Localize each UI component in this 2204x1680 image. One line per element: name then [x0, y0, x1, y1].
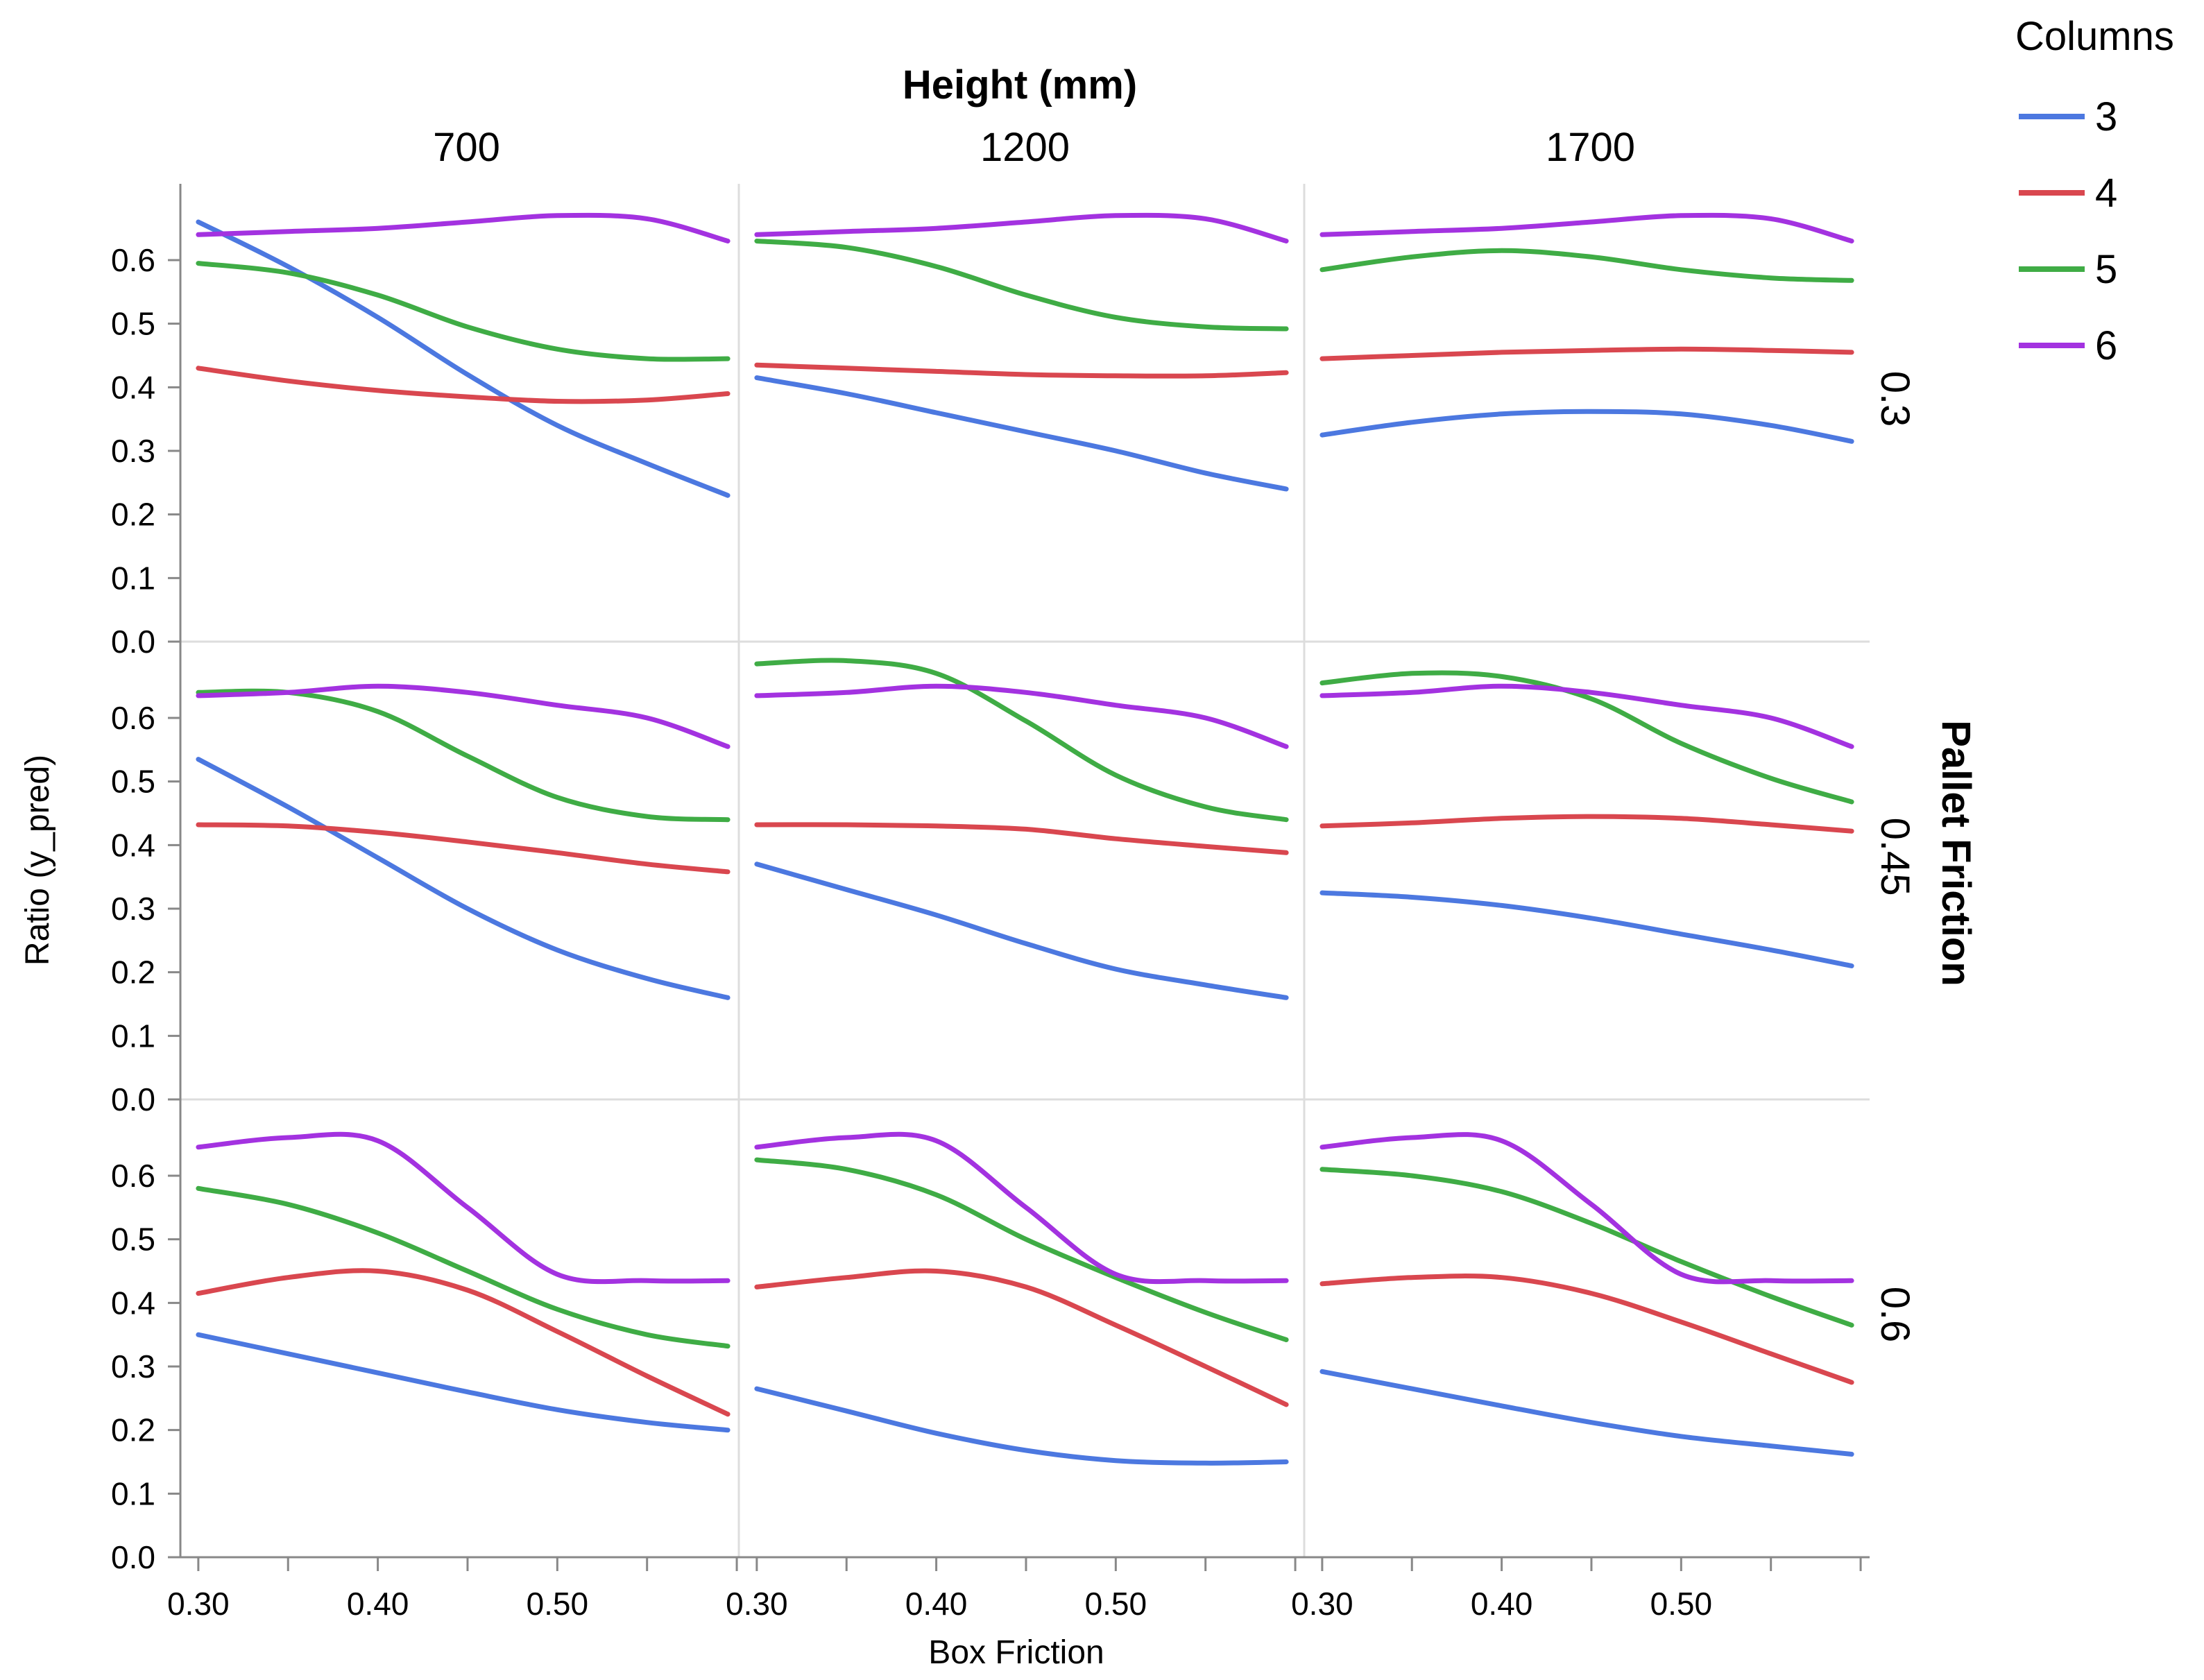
series-line-columns-4: [754, 1268, 1289, 1407]
series-line-columns-4: [754, 362, 1289, 379]
x-axis-title: Box Friction: [928, 1634, 1104, 1671]
y-tick-label: 0.2: [111, 954, 155, 991]
series-line-columns-4: [754, 822, 1289, 855]
legend-label-6: 6: [2095, 323, 2117, 368]
x-tick-label: 0.30: [726, 1586, 788, 1622]
legend: Columns 3 4 5 6: [2015, 14, 2174, 368]
series-line-columns-4: [1319, 814, 1854, 834]
x-tick-label: 0.40: [905, 1586, 968, 1622]
series-line-columns-3: [1319, 1369, 1854, 1457]
y-tick-label: 0.6: [111, 1158, 155, 1194]
series-lines: [196, 212, 1854, 1466]
facet-grid-frame: [180, 184, 1870, 1557]
y-tick-label: 0.2: [111, 1412, 155, 1448]
series-line-columns-5: [1319, 670, 1854, 805]
y-tick-label: 0.0: [111, 1539, 155, 1575]
row-facet-label: 0.45: [1872, 818, 1917, 896]
x-tick-label: 0.40: [1471, 1586, 1533, 1622]
y-tick-label: 0.1: [111, 560, 155, 596]
y-tick-label: 0.2: [111, 497, 155, 533]
column-facet-headers: 700 1200 1700: [433, 125, 1635, 170]
series-line-columns-5: [754, 1157, 1289, 1342]
x-tick-label: 0.50: [527, 1586, 589, 1622]
series-line-columns-5: [196, 1185, 731, 1349]
series-line-columns-5: [754, 658, 1289, 823]
series-line-columns-4: [1319, 346, 1854, 361]
x-tick-label: 0.30: [1291, 1586, 1353, 1622]
series-line-columns-4: [1319, 1274, 1854, 1385]
y-tick-label: 0.1: [111, 1475, 155, 1511]
y-tick-label: 0.3: [111, 891, 155, 927]
row-facet-title: Pallet Friction: [1933, 720, 1979, 986]
legend-label-4: 4: [2095, 171, 2117, 216]
series-line-columns-4: [196, 366, 731, 404]
x-tick-label: 0.50: [1650, 1586, 1713, 1622]
legend-label-5: 5: [2095, 247, 2117, 292]
x-tick-label: 0.30: [167, 1586, 230, 1622]
y-tick-label: 0.4: [111, 1285, 155, 1321]
column-facet-label: 1700: [1546, 125, 1635, 170]
y-tick-label: 0.3: [111, 433, 155, 469]
series-line-columns-3: [1319, 890, 1854, 968]
series-line-columns-6: [1319, 212, 1854, 243]
series-line-columns-6: [754, 1131, 1289, 1285]
row-facet-label: 0.3: [1872, 371, 1917, 427]
legend-entries: 3 4 5 6: [2019, 94, 2117, 368]
x-tick-label: 0.40: [347, 1586, 409, 1622]
row-facet-label: 0.6: [1872, 1287, 1917, 1343]
y-tick-label: 0.4: [111, 369, 155, 405]
y-tick-label: 0.0: [111, 624, 155, 660]
column-facet-label: 700: [433, 125, 500, 170]
y-tick-label: 0.6: [111, 242, 155, 278]
series-line-columns-5: [1319, 248, 1854, 283]
series-line-columns-6: [196, 1131, 731, 1285]
series-line-columns-3: [1319, 409, 1854, 444]
series-line-columns-3: [196, 1332, 731, 1433]
series-line-columns-3: [196, 219, 731, 498]
y-tick-label: 0.4: [111, 827, 155, 863]
y-tick-label: 0.5: [111, 306, 155, 342]
series-line-columns-5: [196, 261, 731, 362]
y-tick-label: 0.1: [111, 1018, 155, 1054]
axes: 0.00.10.20.30.40.50.60.00.10.20.30.40.50…: [111, 184, 1870, 1622]
series-line-columns-6: [196, 212, 731, 243]
series-line-columns-6: [754, 212, 1289, 243]
series-line-columns-6: [196, 683, 731, 749]
series-line-columns-6: [1319, 1132, 1854, 1285]
row-facet-headers: 0.3 0.45 0.6: [1872, 371, 1917, 1343]
series-line-columns-3: [754, 375, 1289, 492]
series-line-columns-5: [754, 239, 1289, 332]
column-facet-title: Height (mm): [903, 62, 1137, 108]
series-line-columns-3: [754, 1386, 1289, 1466]
legend-title: Columns: [2015, 14, 2174, 59]
y-tick-label: 0.5: [111, 1222, 155, 1258]
legend-label-3: 3: [2095, 94, 2117, 139]
series-line-columns-6: [1319, 683, 1854, 749]
y-tick-label: 0.0: [111, 1081, 155, 1117]
y-tick-label: 0.6: [111, 700, 155, 736]
series-line-columns-4: [196, 822, 731, 875]
series-line-columns-6: [754, 683, 1289, 749]
series-line-columns-3: [196, 757, 731, 1000]
y-axis-title: Ratio (y_pred): [19, 755, 56, 966]
series-line-columns-3: [754, 862, 1289, 1000]
series-line-columns-5: [1319, 1167, 1854, 1328]
x-tick-label: 0.50: [1085, 1586, 1147, 1622]
y-tick-label: 0.5: [111, 764, 155, 800]
column-facet-label: 1200: [980, 125, 1070, 170]
y-tick-label: 0.3: [111, 1348, 155, 1385]
series-line-columns-4: [196, 1268, 731, 1417]
